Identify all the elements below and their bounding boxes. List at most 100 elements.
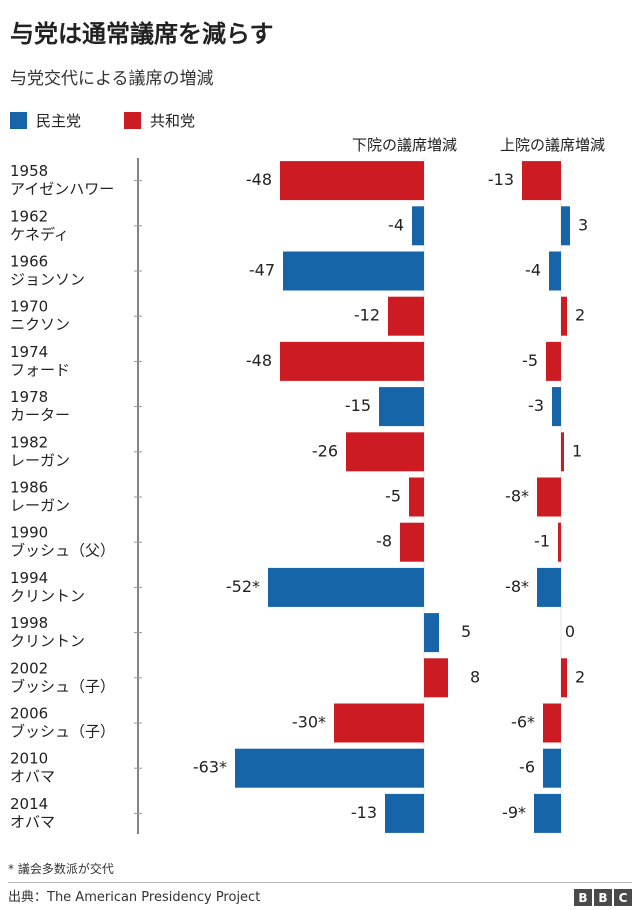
year-label: 2010: [10, 750, 48, 768]
legend-democrat: 民主党: [10, 110, 81, 131]
senate-value-label: 1: [572, 441, 582, 460]
year-label: 2002: [10, 659, 48, 677]
house-value-label: 8: [470, 667, 480, 686]
senate-value-label: -4: [525, 261, 541, 280]
house-bar: [280, 161, 424, 201]
house-value-label: -48: [246, 351, 272, 370]
president-label: ブッシュ（父）: [10, 542, 115, 560]
house-value-label: -63*: [193, 758, 227, 777]
house-bar: [385, 793, 424, 833]
senate-value-label: -5: [522, 351, 538, 370]
senate-bar: [561, 432, 564, 472]
year-label: 1998: [10, 614, 48, 632]
house-bar: [235, 748, 424, 788]
house-bar: [346, 432, 424, 472]
president-label: オバマ: [10, 813, 55, 831]
year-label: 1966: [10, 253, 48, 271]
democrat-swatch: [10, 112, 27, 129]
senate-value-label: 0: [565, 622, 575, 641]
year-label: 1958: [10, 162, 48, 180]
president-label: ブッシュ（子）: [10, 677, 115, 695]
senate-value-label: 2: [575, 306, 585, 325]
senate-bar: [546, 341, 561, 381]
senate-value-label: -9*: [502, 803, 526, 822]
president-label: オバマ: [10, 768, 55, 786]
senate-bar: [543, 703, 561, 743]
house-bar: [334, 703, 424, 743]
year-label: 1982: [10, 433, 48, 451]
senate-value-label: -8*: [505, 487, 529, 506]
republican-swatch: [124, 112, 141, 129]
house-value-label: -30*: [292, 713, 326, 732]
legend-republican-label: 共和党: [150, 112, 196, 130]
house-bar: [409, 477, 424, 517]
chart-subtitle: 与党交代による議席の増減: [10, 69, 214, 89]
house-bar: [400, 522, 424, 562]
president-label: クリントン: [10, 587, 85, 605]
president-label: レーガン: [10, 451, 70, 469]
year-label: 1962: [10, 207, 48, 225]
president-label: クリントン: [10, 632, 85, 650]
senate-bar: [561, 658, 567, 698]
senate-bar: [552, 387, 561, 427]
house-value-label: -48: [246, 170, 272, 189]
legend-republican: 共和党: [124, 110, 195, 131]
house-value-label: -5: [385, 487, 401, 506]
senate-value-label: -13: [488, 170, 514, 189]
senate-bar: [537, 567, 561, 607]
house-column-header: 下院の議席増減: [352, 136, 458, 154]
senate-bar: [543, 748, 561, 788]
house-value-label: -8: [376, 532, 392, 551]
bbc-logo-letter: C: [614, 889, 632, 906]
house-value-label: -15: [345, 396, 371, 415]
house-bar: [280, 341, 424, 381]
year-label: 2014: [10, 795, 48, 813]
house-value-label: -4: [388, 215, 404, 234]
senate-value-label: 2: [575, 667, 585, 686]
house-bar: [412, 206, 424, 246]
house-value-label: -13: [351, 803, 377, 822]
president-label: ケネディ: [10, 225, 69, 243]
house-bar: [388, 296, 424, 336]
senate-value-label: -3: [528, 396, 544, 415]
senate-bar: [561, 206, 570, 246]
year-label: 1986: [10, 479, 48, 497]
president-label: ニクソン: [10, 316, 70, 334]
bbc-logo-letter: B: [594, 889, 612, 906]
bbc-logo-letter: B: [574, 889, 592, 906]
year-label: 1978: [10, 388, 48, 406]
house-bar: [268, 567, 424, 607]
senate-value-label: -1: [534, 532, 550, 551]
president-label: レーガン: [10, 497, 70, 515]
source-credit: 出典：The American Presidency Project: [8, 890, 261, 905]
senate-column-header: 上院の議席増減: [500, 136, 606, 154]
president-label: ブッシュ（子）: [10, 723, 115, 741]
house-value-label: -26: [312, 441, 338, 460]
president-label: アイゼンハワー: [10, 180, 114, 198]
house-bar: [424, 613, 439, 653]
house-bar: [283, 251, 424, 291]
senate-bar: [522, 161, 561, 201]
house-value-label: 5: [461, 622, 471, 641]
senate-value-label: -6: [519, 758, 535, 777]
chart-title: 与党は通常議席を減らす: [10, 20, 274, 48]
house-value-label: -47: [249, 261, 275, 280]
senate-bar: [558, 522, 561, 562]
president-label: ジョンソン: [10, 271, 85, 289]
legend-democrat-label: 民主党: [36, 112, 82, 130]
year-label: 1990: [10, 524, 48, 542]
house-bar: [379, 387, 424, 427]
president-label: フォード: [10, 361, 70, 379]
senate-bar: [534, 793, 561, 833]
senate-bar: [561, 296, 567, 336]
senate-bar: [549, 251, 561, 291]
footnote: * 議会多数派が交代: [8, 862, 114, 876]
year-label: 1970: [10, 298, 48, 316]
source-divider: [8, 882, 632, 883]
house-value-label: -12: [354, 306, 380, 325]
senate-value-label: -6*: [511, 713, 535, 732]
year-label: 1994: [10, 569, 48, 587]
senate-value-label: 3: [578, 215, 588, 234]
bbc-logo: B B C: [574, 889, 632, 906]
